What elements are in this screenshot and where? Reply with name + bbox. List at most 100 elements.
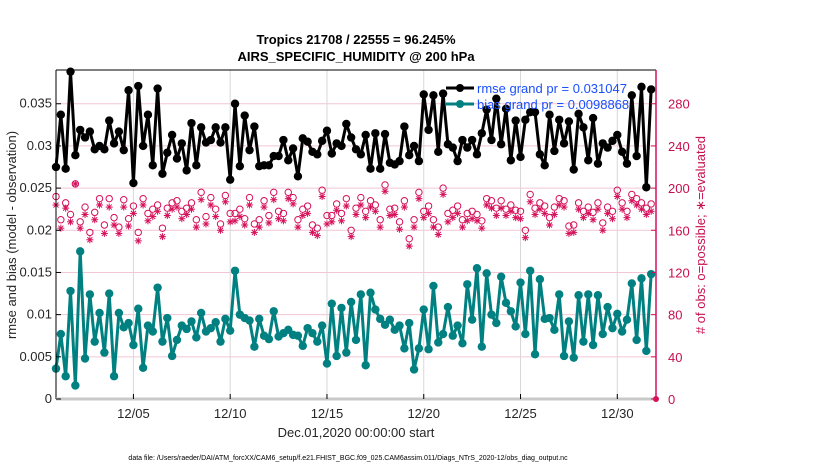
rmse-point <box>535 150 545 159</box>
bias-point <box>61 372 70 381</box>
obs-evaluated-marker <box>100 229 108 237</box>
rmse-point <box>337 141 346 151</box>
x-tick-label: 12/30 <box>601 406 634 421</box>
obs-possible-marker <box>255 216 263 224</box>
bias-point <box>114 308 124 318</box>
obs-possible-marker <box>144 209 152 218</box>
bias-point <box>492 318 501 328</box>
obs-evaluated-marker <box>226 218 234 226</box>
asterisk-stroke <box>503 212 509 219</box>
rmse-point <box>303 137 312 146</box>
bias-point <box>438 329 448 339</box>
obs-evaluated-marker <box>333 206 341 214</box>
bias-point <box>192 333 201 342</box>
obs-possible-marker <box>81 203 89 211</box>
obs-evaluated-marker <box>647 207 655 215</box>
rmse-point <box>627 91 637 100</box>
obs-evaluated-marker <box>197 196 205 204</box>
asterisk-stroke <box>353 211 359 218</box>
bias-point <box>559 351 569 361</box>
rmse-point <box>482 105 491 114</box>
bias-point <box>535 275 545 284</box>
asterisk-stroke <box>527 198 534 205</box>
rmse-point <box>448 143 457 152</box>
y2-tick-label: 40 <box>668 350 682 365</box>
asterisk-stroke <box>72 181 79 187</box>
obs-possible-marker <box>245 193 254 202</box>
bias-point <box>395 321 404 330</box>
bias-point <box>56 329 66 339</box>
y-tick-label: 0.015 <box>19 264 52 279</box>
obs-evaluated-marker <box>139 201 147 209</box>
asterisk-stroke <box>440 191 446 198</box>
obs-evaluated-marker <box>304 209 312 217</box>
rmse-point <box>642 183 651 192</box>
rmse-point <box>225 175 235 184</box>
obs-evaluated-marker <box>623 214 631 222</box>
legend-rmse-label: rmse grand pr = 0.031047 <box>477 81 627 96</box>
obs-possible-marker <box>105 194 113 203</box>
obs-evaluated-marker <box>550 210 558 218</box>
obs-possible-marker <box>66 210 75 219</box>
obs-possible-marker <box>410 216 418 224</box>
rmse-point <box>550 146 559 156</box>
asterisk-stroke <box>546 222 553 228</box>
asterisk-stroke <box>348 233 355 240</box>
y2-tick-label: 240 <box>668 139 690 154</box>
asterisk-stroke <box>237 213 243 220</box>
obs-evaluated-marker <box>158 233 166 241</box>
rmse-point <box>177 139 187 148</box>
rmse-point <box>264 161 274 170</box>
rmse-point <box>608 136 617 146</box>
asterisk-stroke <box>595 206 601 213</box>
asterisk-stroke <box>130 210 137 217</box>
asterisk-stroke <box>91 216 98 223</box>
rmse-point <box>221 123 230 132</box>
rmse-point <box>569 165 578 174</box>
bias-point <box>593 291 603 300</box>
rmse-point <box>472 150 482 159</box>
asterisk-stroke <box>174 204 180 210</box>
asterisk-stroke <box>498 205 505 211</box>
asterisk-stroke <box>411 224 417 230</box>
asterisk-stroke <box>111 222 117 228</box>
bias-point <box>327 299 337 308</box>
x-tick-label: 12/05 <box>117 406 150 421</box>
obs-evaluated-marker <box>517 215 525 223</box>
asterisk-stroke <box>164 212 171 219</box>
obs-possible-marker <box>265 211 273 220</box>
axes <box>55 69 659 402</box>
obs-possible-marker <box>202 212 210 221</box>
bias-point <box>622 315 632 324</box>
obs-evaluated-marker <box>439 190 447 198</box>
obs-evaluated-marker <box>260 203 268 211</box>
obs-possible-marker <box>91 208 99 217</box>
obs-evaluated-marker <box>347 233 355 241</box>
obs-possible-marker <box>120 196 128 204</box>
rmse-point <box>313 150 322 159</box>
rmse-point <box>153 84 162 93</box>
obs-evaluated-marker <box>415 195 423 203</box>
bias-point <box>182 324 191 334</box>
bias-point <box>332 351 341 361</box>
asterisk-stroke <box>425 210 432 217</box>
obs-possible-marker <box>342 194 351 203</box>
obs-evaluated-marker <box>396 225 404 233</box>
asterisk-stroke <box>590 216 596 223</box>
rmse-point <box>317 136 327 146</box>
bias-point <box>105 289 114 298</box>
bias-point <box>293 331 303 340</box>
asterisk-stroke <box>120 204 127 210</box>
obs-possible-marker <box>376 216 384 224</box>
bias-point <box>588 340 598 350</box>
obs-possible-marker <box>129 202 138 210</box>
obs-evaluated-marker <box>289 200 297 208</box>
rmse-point <box>56 110 66 119</box>
bias-point <box>124 318 133 328</box>
asterisk-stroke <box>362 214 369 221</box>
rmse-point <box>414 156 424 166</box>
obs-evaluated-marker <box>115 229 123 237</box>
bias-point <box>584 290 593 299</box>
bias-point <box>598 329 607 339</box>
asterisk-stroke <box>203 221 209 227</box>
